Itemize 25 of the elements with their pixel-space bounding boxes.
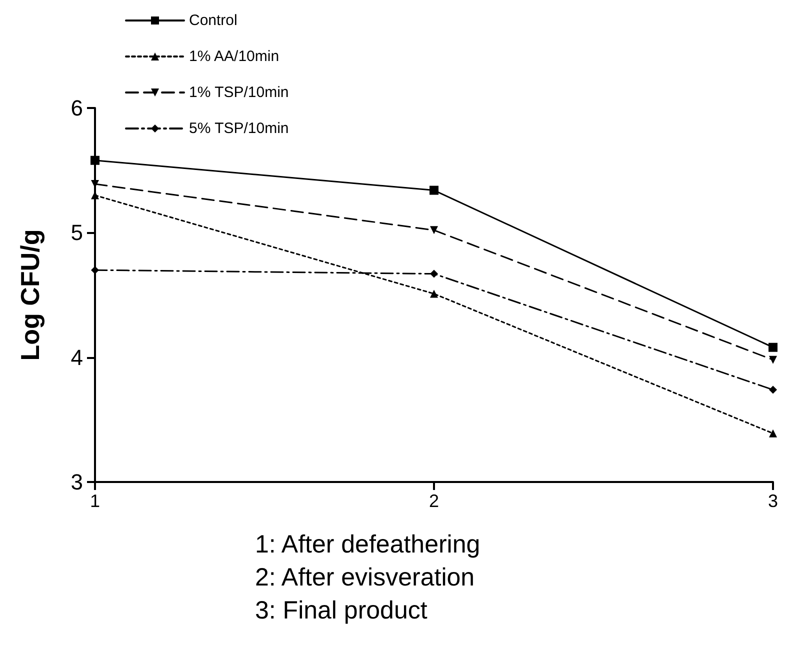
point — [430, 290, 438, 298]
x-tick-label: 1 — [90, 491, 100, 511]
point — [430, 226, 438, 234]
y-tick-label: 5 — [70, 220, 83, 246]
point — [769, 356, 777, 364]
text: 3: Final product — [255, 596, 428, 624]
point — [769, 386, 777, 394]
point — [430, 270, 438, 278]
y-axis-title: Log CFU/g — [15, 229, 45, 361]
x-tick-label: 2 — [428, 491, 440, 511]
legend-label: 1% AA/10min — [189, 48, 280, 65]
point — [90, 156, 100, 165]
legend-label: Control — [189, 12, 238, 29]
y-tick-label: 4 — [70, 344, 83, 370]
y-tick-label: 6 — [70, 96, 83, 120]
legend-label: 1% TSP/10min — [189, 84, 289, 101]
point — [769, 429, 777, 438]
point — [430, 186, 438, 195]
point — [91, 266, 99, 274]
text: 2: After evisveration — [255, 564, 475, 592]
y-tick-label: 3 — [70, 470, 83, 494]
point — [768, 342, 778, 352]
legend-label: 5% TSP/10min — [189, 120, 289, 137]
x-tick-label: 3 — [768, 491, 778, 511]
text: 1: After defeathering — [255, 530, 480, 558]
